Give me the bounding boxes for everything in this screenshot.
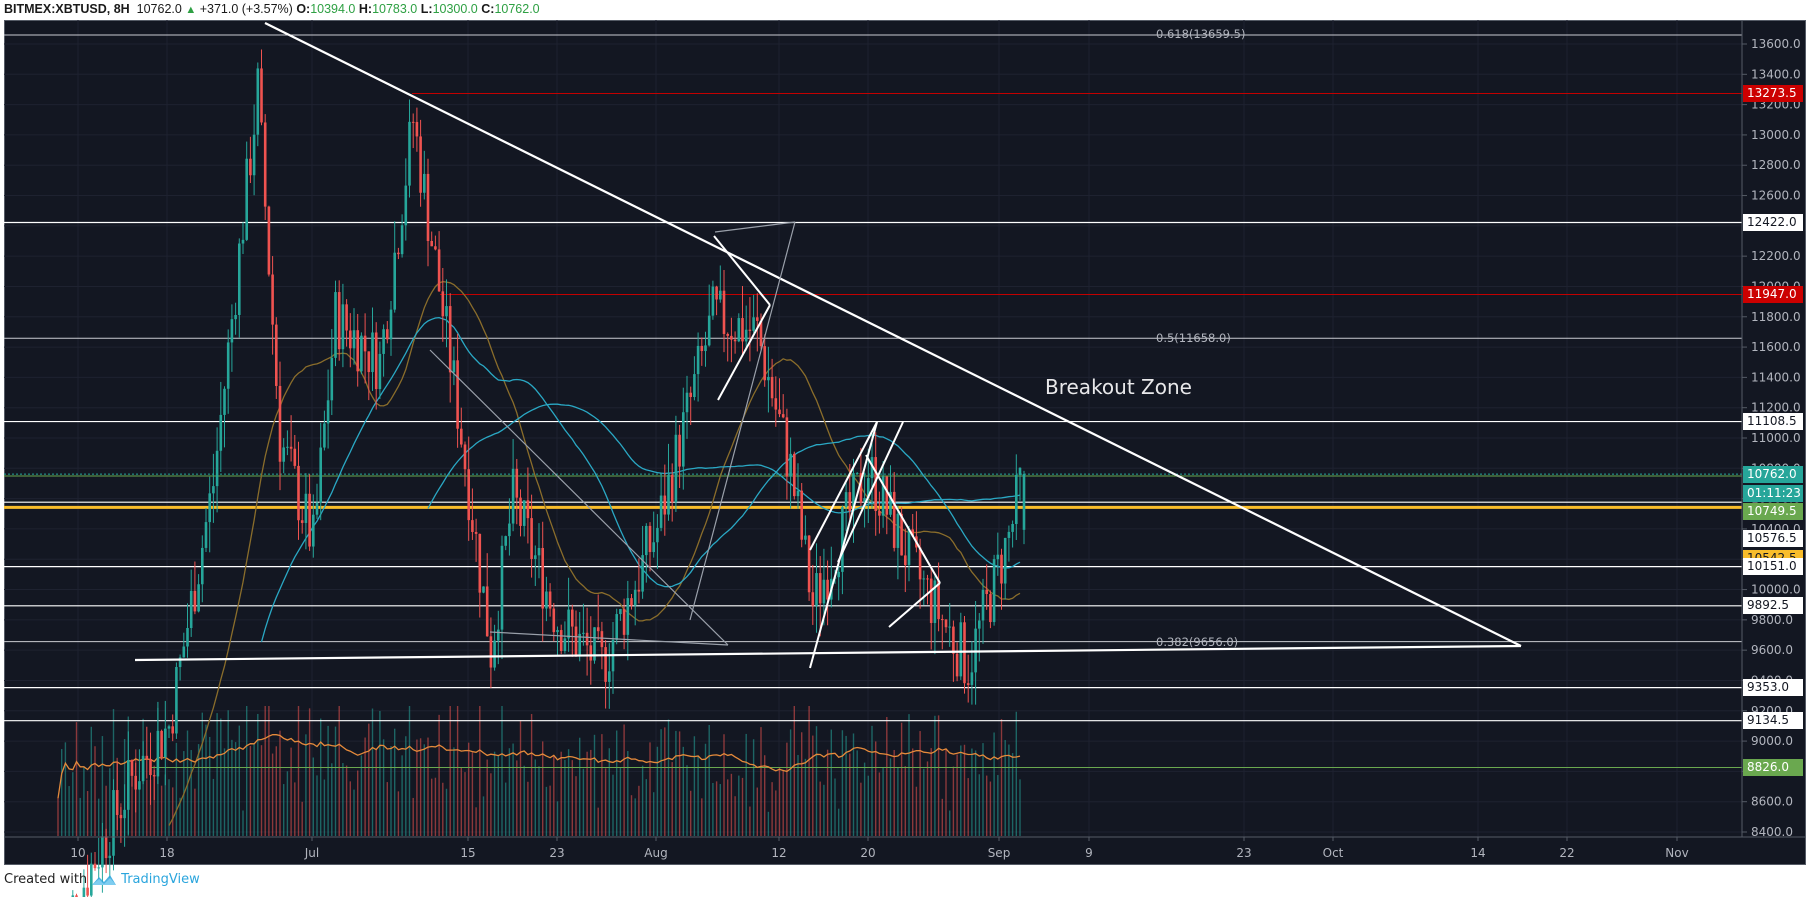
price-tick-label: 8600.0 — [1751, 795, 1793, 809]
price-tick-label: 9000.0 — [1751, 734, 1793, 748]
time-tick-label: 12 — [771, 846, 786, 860]
time-tick-label: 14 — [1470, 846, 1485, 860]
last-price: 10762.0 — [136, 2, 182, 16]
price-tick-label: 11800.0 — [1751, 310, 1801, 324]
fib-05-label: 0.5(11658.0) — [1156, 331, 1231, 345]
rising-wedge-left-line[interactable] — [809, 421, 878, 669]
horizontal-levels[interactable] — [4, 34, 1742, 768]
volume-bars — [57, 706, 1021, 836]
price-tick-label: 13600.0 — [1751, 37, 1801, 51]
price-tag: 8826.0 — [1743, 758, 1803, 776]
price-tick-label: 11200.0 — [1751, 401, 1801, 415]
price-tag: 01:11:23 — [1743, 484, 1803, 502]
price-tag: 10762.0 — [1743, 465, 1803, 483]
time-tick-label: Oct — [1323, 846, 1344, 860]
price-change: +371.0 (+3.57%) — [199, 2, 293, 16]
time-tick-label: 22 — [1559, 846, 1574, 860]
price-tag: 9134.5 — [1743, 712, 1803, 730]
open-value: 10394.0 — [310, 2, 356, 16]
price-tag: 11947.0 — [1743, 285, 1803, 303]
price-tag: 9353.0 — [1743, 679, 1803, 697]
rising-guide-line[interactable] — [714, 221, 796, 233]
price-tag: 10576.5 — [1743, 529, 1803, 547]
descending-resistance-trendline[interactable] — [264, 22, 1522, 647]
time-tick-label: Jul — [304, 846, 319, 860]
grid-lines — [4, 20, 1742, 837]
time-tick-label: 23 — [549, 846, 564, 860]
pennant-lower-line[interactable] — [717, 304, 771, 401]
fib-0382-label: 0.382(9656.0) — [1156, 635, 1239, 649]
price-tag: 10749.5 — [1743, 503, 1803, 521]
created-with-text: Created with — [4, 872, 88, 887]
time-axis[interactable]: 10 18 Jul 15 23 Aug 12 20 Sep 9 23 Oct 14 22 Nov — [70, 837, 1689, 860]
trendline-drawings[interactable] — [134, 22, 1522, 669]
high-value: 10783.0 — [372, 2, 418, 16]
high-label: H: — [358, 2, 373, 16]
price-tick-label: 11600.0 — [1751, 340, 1801, 354]
time-tick-label: 10 — [70, 846, 85, 860]
time-tick-label: Aug — [644, 846, 667, 860]
tradingview-logo-icon — [92, 874, 117, 885]
time-tick-label: Sep — [988, 846, 1011, 860]
low-value: 10300.0 — [432, 2, 478, 16]
price-tick-label: 9600.0 — [1751, 643, 1793, 657]
triangle-up-icon: ▲ — [185, 4, 197, 16]
symbol-title[interactable]: BITMEX:XBTUSD, 8H — [4, 2, 130, 16]
price-tick-label: 8400.0 — [1751, 825, 1793, 839]
fib-0618-label: 0.618(13659.5) — [1156, 27, 1246, 41]
price-tick-label: 11400.0 — [1751, 370, 1801, 384]
price-tick-label: 9800.0 — [1751, 613, 1793, 627]
price-tag: 11108.5 — [1743, 413, 1803, 431]
channel-base-line[interactable] — [489, 631, 729, 646]
price-tag: 10151.0 — [1743, 558, 1803, 576]
price-tick-label: 10000.0 — [1751, 583, 1801, 597]
low-label: L: — [420, 2, 433, 16]
price-tag: 13273.5 — [1743, 84, 1803, 102]
open-label: O: — [296, 2, 311, 16]
time-tick-label: 15 — [460, 846, 475, 860]
price-tick-label: 11000.0 — [1751, 431, 1801, 445]
price-tag: 12422.0 — [1743, 214, 1803, 231]
price-tick-label: 13000.0 — [1751, 128, 1801, 142]
descending-channel-line[interactable] — [429, 349, 729, 646]
price-tick-label: 12800.0 — [1751, 158, 1801, 172]
close-label: C: — [481, 2, 495, 16]
triangle-upper-line[interactable] — [865, 454, 941, 584]
time-tick-label: 18 — [159, 846, 174, 860]
ascending-support-trendline[interactable] — [134, 644, 1522, 662]
price-tick-label: 12600.0 — [1751, 189, 1801, 203]
pennant-upper-line[interactable] — [713, 235, 771, 306]
breakout-zone-label: Breakout Zone — [1045, 375, 1192, 399]
rising-wedge-top-line[interactable] — [809, 421, 878, 551]
price-tick-label: 12200.0 — [1751, 249, 1801, 263]
footer: Created with TradingView — [4, 872, 200, 887]
rising-guide-line[interactable] — [689, 221, 796, 621]
time-tick-label: 20 — [860, 846, 875, 860]
close-value: 10762.0 — [494, 2, 540, 16]
tradingview-link[interactable]: TradingView — [121, 872, 200, 887]
chart-frame[interactable] — [4, 20, 1806, 865]
time-tick-label: Nov — [1665, 846, 1688, 860]
symbol-header: BITMEX:XBTUSD, 8H 10762.0 ▲ +371.0 (+3.5… — [4, 0, 540, 20]
time-tick-label: 23 — [1236, 846, 1251, 860]
price-tick-label: 13400.0 — [1751, 67, 1801, 81]
time-tick-label: 9 — [1085, 846, 1093, 860]
triangle-lower-line[interactable] — [888, 582, 941, 628]
price-tag: 9892.5 — [1743, 597, 1803, 615]
rising-wedge-right-line[interactable] — [837, 421, 904, 563]
candlesticks — [71, 49, 1026, 897]
